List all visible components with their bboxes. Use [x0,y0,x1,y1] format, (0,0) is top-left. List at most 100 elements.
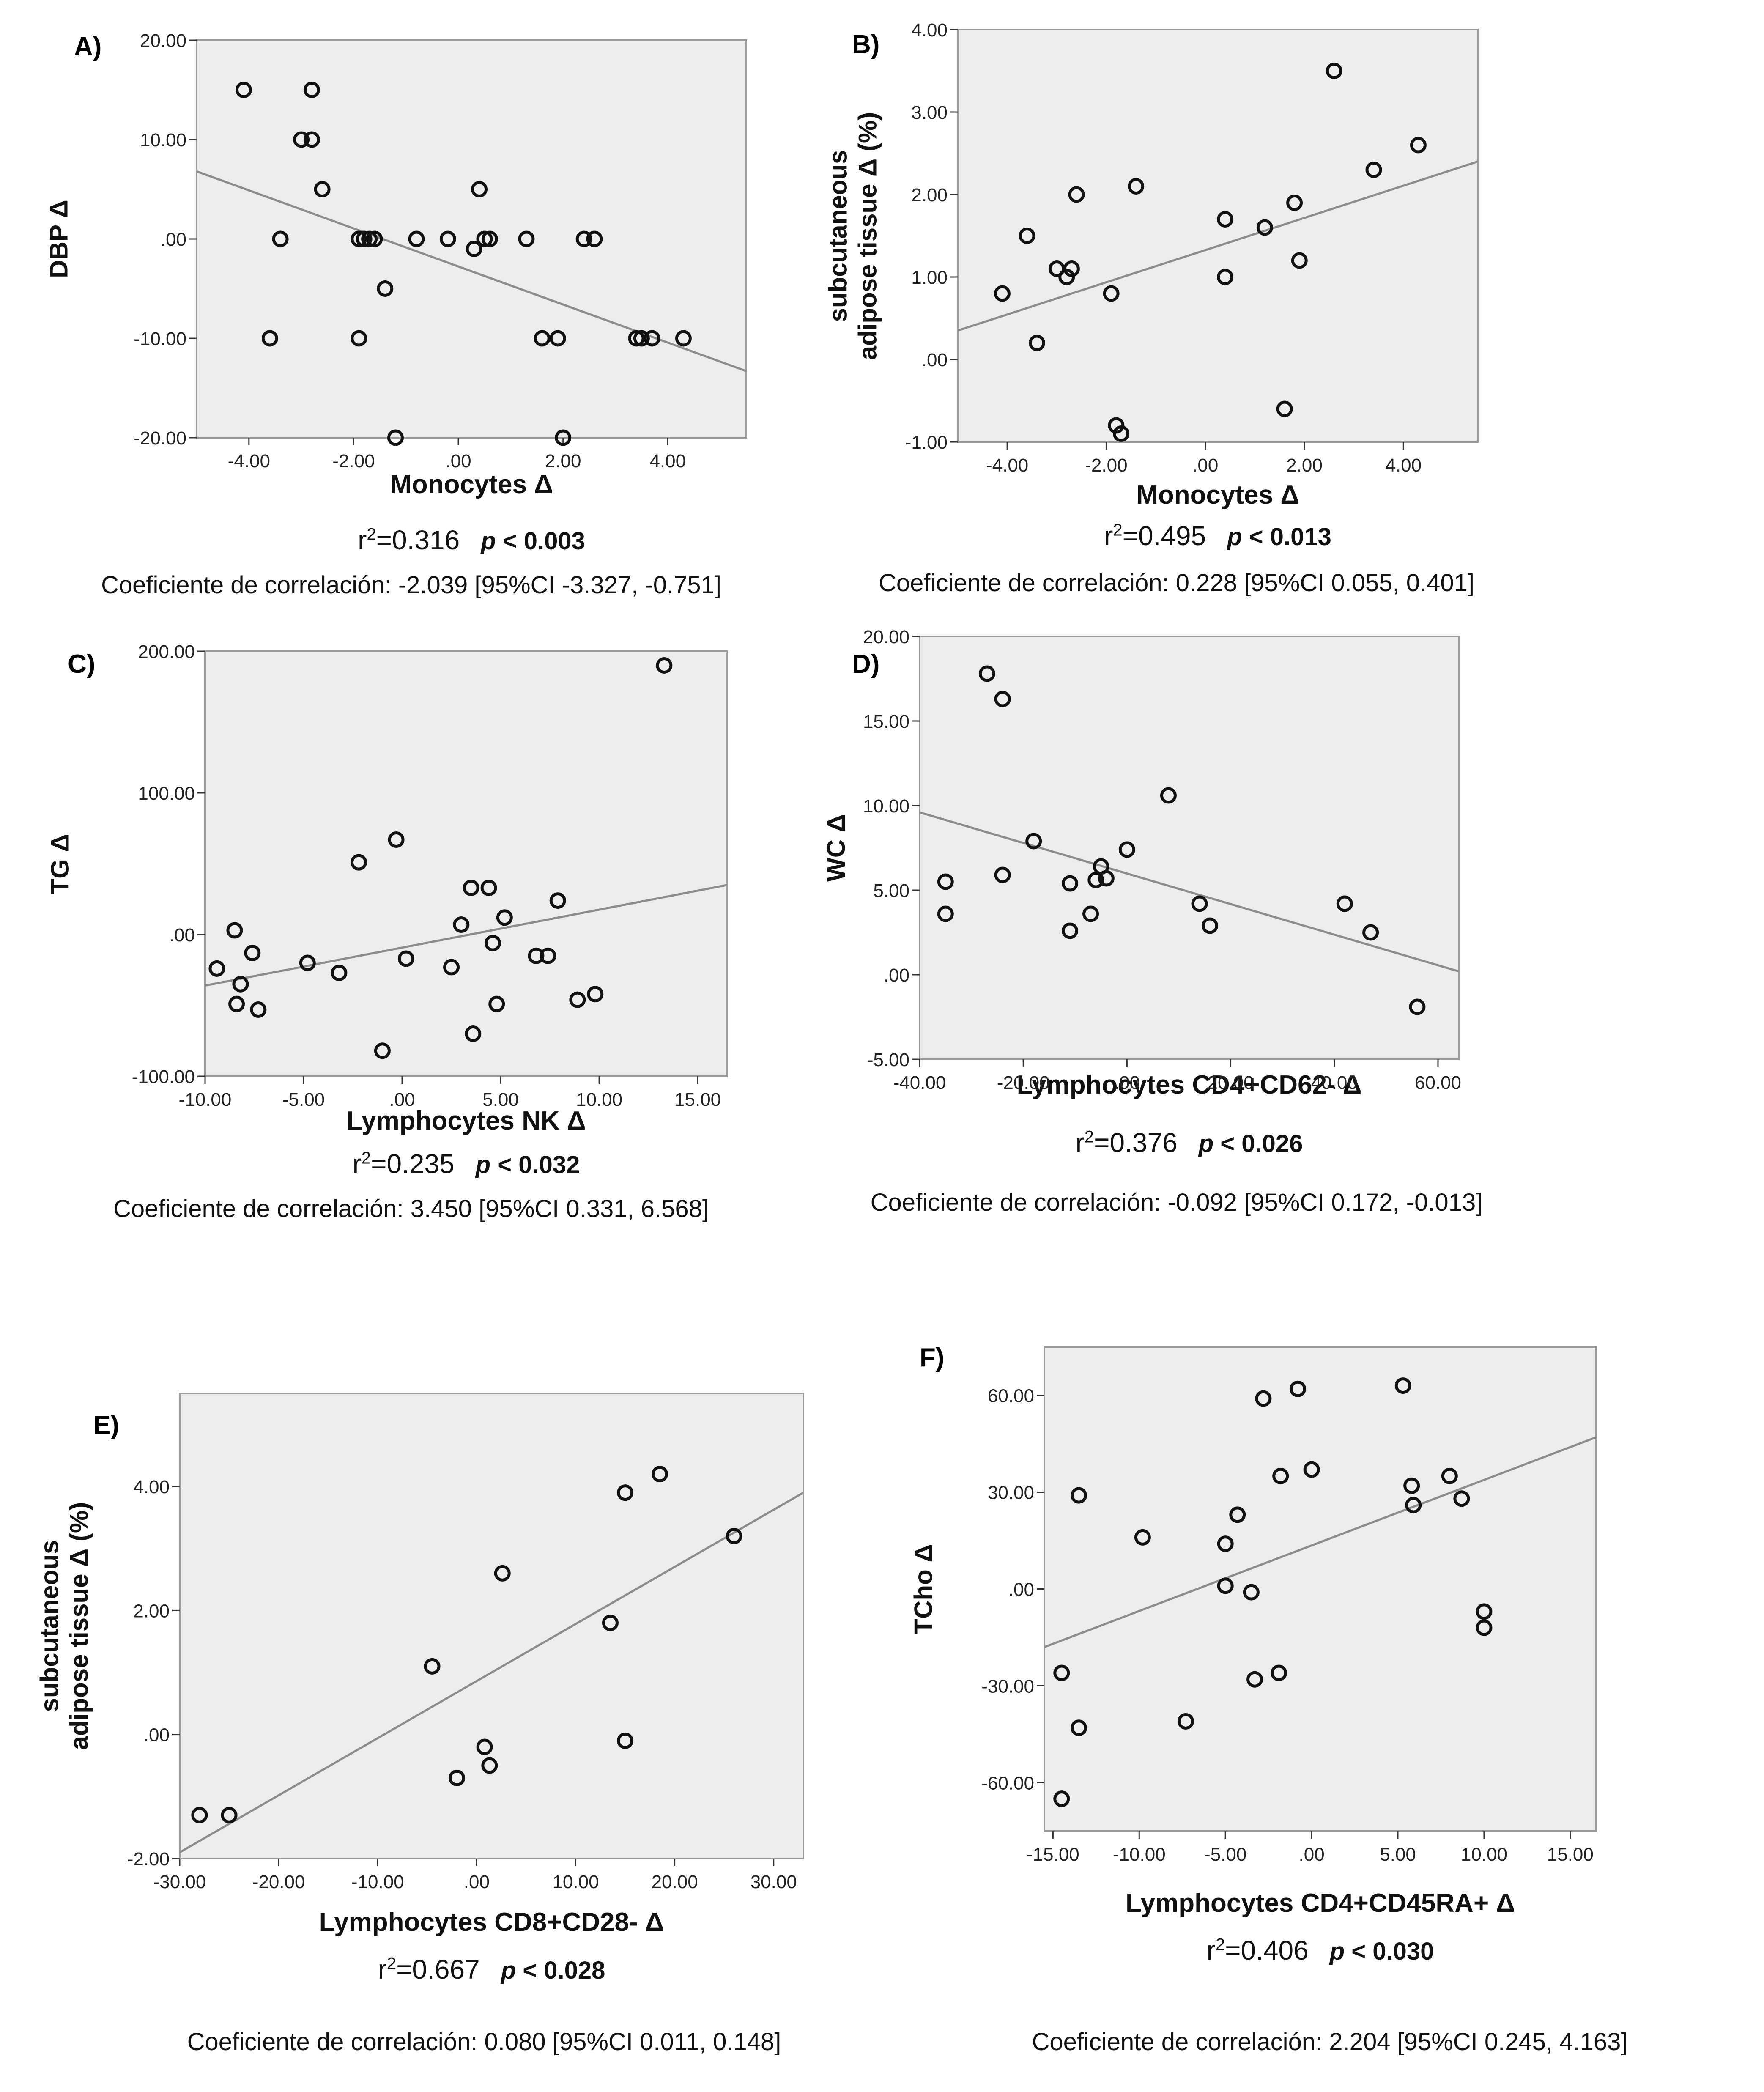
x-tick-label: 2.00 [1286,455,1323,476]
x-axis-label: Lymphocytes NK Δ [346,1106,586,1135]
correlation-coefficient: Coeficiente de correlación: 2.204 [95%CI… [1032,2028,1628,2056]
data-point [994,866,1011,883]
panel-letter: F) [920,1343,945,1372]
y-tick-label: .00 [161,229,186,250]
y-tick-label: 15.00 [863,711,909,732]
data-point [1128,178,1145,195]
regression-line [958,160,1478,332]
x-tick-label: 2.00 [545,451,581,472]
data-point [481,230,498,247]
x-tick-label: -10.00 [179,1089,232,1110]
y-tick-label: -100.00 [132,1067,195,1087]
p-value: p < 0.030 [1330,1938,1434,1965]
data-point [1410,137,1427,154]
data-point [1409,998,1426,1015]
data-point [1098,870,1115,887]
x-tick-label: .00 [389,1089,415,1110]
scatter-plot: -100.00 .00 100.00 200.00 -10.00 -5.00 .00 5.00… [132,642,728,1110]
regression-line [205,884,727,987]
data-point [439,230,456,247]
y-tick-label: 10.00 [140,130,186,151]
data-point [534,330,551,347]
panel-letter: B) [852,30,880,59]
data-point [1118,841,1135,858]
data-point [293,131,310,148]
data-point [1053,1664,1070,1681]
y-tick-label: 20.00 [863,627,909,647]
x-tick-label: 15.00 [674,1089,721,1110]
y-tick-label: 60.00 [988,1386,1034,1407]
data-point [569,991,586,1008]
r2-value: =0.316 [376,525,460,555]
data-point [397,950,414,967]
data-point [518,230,535,247]
r2-superscript: 2 [1113,521,1123,540]
data-point [361,230,378,247]
data-point [1243,1584,1260,1601]
p-symbol: p [1329,1938,1345,1965]
data-point [387,429,404,446]
data-point [1217,269,1234,285]
data-point [1160,787,1177,804]
data-point [528,947,545,964]
data-point [575,230,592,247]
data-point [351,230,367,247]
data-point [1058,269,1075,285]
r2-superscript: 2 [1215,1935,1225,1954]
y-tick-label: .00 [1008,1579,1034,1600]
data-point [1246,1671,1263,1688]
y-tick-label: 200.00 [138,642,195,662]
p-value: p < 0.026 [1199,1130,1303,1157]
x-tick-label: 60.00 [1415,1072,1461,1093]
x-tick-label: 10.00 [576,1089,622,1110]
y-tick-label: -20.00 [134,428,186,449]
p-value-text: < 0.003 [496,527,585,555]
p-value: p < 0.003 [481,527,585,555]
data-point [1289,1380,1306,1397]
data-point [272,230,289,247]
p-value-text: < 0.013 [1242,523,1331,551]
data-point [1476,1619,1493,1636]
r2-value: =0.406 [1225,1935,1309,1966]
r2-prefix: r [1075,1127,1085,1158]
x-tick-label: -5.00 [1204,1844,1246,1865]
data-point [377,280,394,297]
data-point [675,330,692,347]
data-point [480,879,497,896]
x-axis-label: Lymphocytes CD4+CD45RA+ Δ [1126,1889,1515,1918]
plot-area [204,650,728,1077]
data-point [555,429,572,446]
data-point [314,181,331,197]
r2-value: =0.495 [1122,521,1206,551]
data-point [235,82,252,98]
data-point [549,330,566,347]
data-point [208,960,225,977]
r2-prefix: r [358,525,367,555]
y-tick-label: -10.00 [134,329,186,349]
data-point [994,285,1011,302]
data-point [633,330,650,347]
data-point [1025,833,1042,850]
y-tick-label: -2.00 [127,1849,170,1870]
p-symbol: p [475,1151,491,1179]
x-tick-label: -40.00 [893,1072,946,1093]
panel-letter: C) [68,650,96,679]
data-point [1403,1477,1420,1494]
data-point [656,657,673,674]
data-point [549,892,566,909]
correlation-coefficient: Coeficiente de correlación: -0.092 [95%C… [870,1189,1483,1216]
r2-superscript: 2 [361,1149,371,1168]
data-point [1336,895,1353,912]
p-value: p < 0.028 [501,1957,605,1984]
plot-content [920,811,1459,973]
plot-content [958,160,1478,332]
y-tick-label: -1.00 [905,432,948,453]
r2-value: =0.235 [371,1149,455,1179]
data-point [1365,162,1382,178]
regression-line [920,811,1459,973]
x-tick-label: -10.00 [351,1872,404,1892]
r2-prefix: r [1206,1935,1216,1966]
data-point [303,82,320,98]
data-point [1063,260,1080,277]
y-tick-label: -60.00 [981,1773,1034,1794]
